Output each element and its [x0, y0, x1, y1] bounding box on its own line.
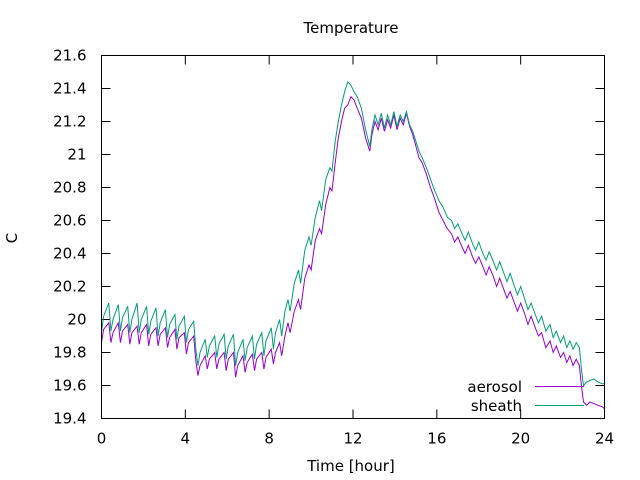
legend: aerosol sheath [467, 378, 584, 415]
y-tick-label: 20 [67, 311, 86, 329]
chart-title: Temperature [302, 19, 398, 37]
y-tick-label: 19.6 [53, 377, 86, 395]
series-line-sheath [101, 80, 605, 387]
y-axis-label: C [3, 233, 21, 243]
x-axis-label: Time [hour] [306, 457, 395, 475]
y-tick-label: 20.8 [53, 179, 86, 197]
y-tick-label: 19.8 [53, 344, 86, 362]
y-tick-label: 20.4 [53, 245, 86, 263]
x-tick-label: 16 [427, 430, 446, 448]
x-tick-label: 20 [511, 430, 530, 448]
plot-frame [101, 55, 605, 419]
y-tick-label: 21.4 [53, 80, 86, 98]
y-tick-label: 21.2 [53, 113, 86, 131]
legend-label-sheath: sheath [471, 397, 522, 415]
x-tick-label: 0 [97, 430, 107, 448]
x-tick-label: 4 [181, 430, 191, 448]
legend-label-aerosol: aerosol [467, 378, 522, 396]
y-tick-label: 21 [67, 146, 86, 164]
axis-ticks: 0 4 8 12 16 20 24 19.4 19.6 19.8 20 20.2 20.4 20.6 20.… [53, 47, 614, 448]
x-tick-label: 8 [264, 430, 274, 448]
y-tick-label: 21.6 [53, 47, 86, 65]
x-tick-label: 24 [595, 430, 614, 448]
y-tick-label: 19.4 [53, 410, 86, 428]
plot-series [101, 80, 605, 409]
y-tick-label: 20.6 [53, 212, 86, 230]
x-tick-label: 12 [343, 430, 362, 448]
series-line-aerosol [101, 95, 605, 409]
y-tick-label: 20.2 [53, 278, 86, 296]
